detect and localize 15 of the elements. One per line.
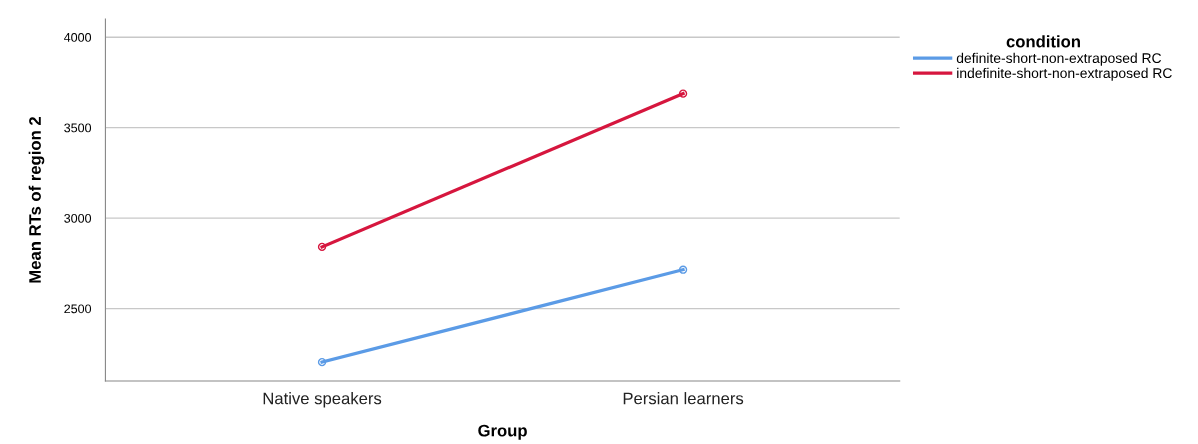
- legend-label: definite-short-non-extraposed RC: [956, 52, 1162, 66]
- y-tick-label: 2500: [64, 304, 92, 314]
- point: [678, 265, 688, 274]
- y-axis-title: Mean RTs of region 2: [28, 117, 45, 283]
- point: [317, 242, 327, 252]
- legend-title: condition: [1006, 35, 1080, 48]
- point: [317, 357, 327, 367]
- y-tick-label: 4000: [64, 32, 92, 42]
- legend-label: indefinite-short-non-extraposed RC: [957, 67, 1172, 81]
- point: [678, 89, 688, 98]
- x-axis-title: Group: [478, 424, 527, 440]
- x-tick-label: Native speakers: [263, 392, 382, 408]
- x-tick-label: Persian learners: [623, 392, 744, 405]
- y-tick-label: 3500: [64, 123, 92, 133]
- y-tick-label: 3000: [64, 213, 92, 223]
